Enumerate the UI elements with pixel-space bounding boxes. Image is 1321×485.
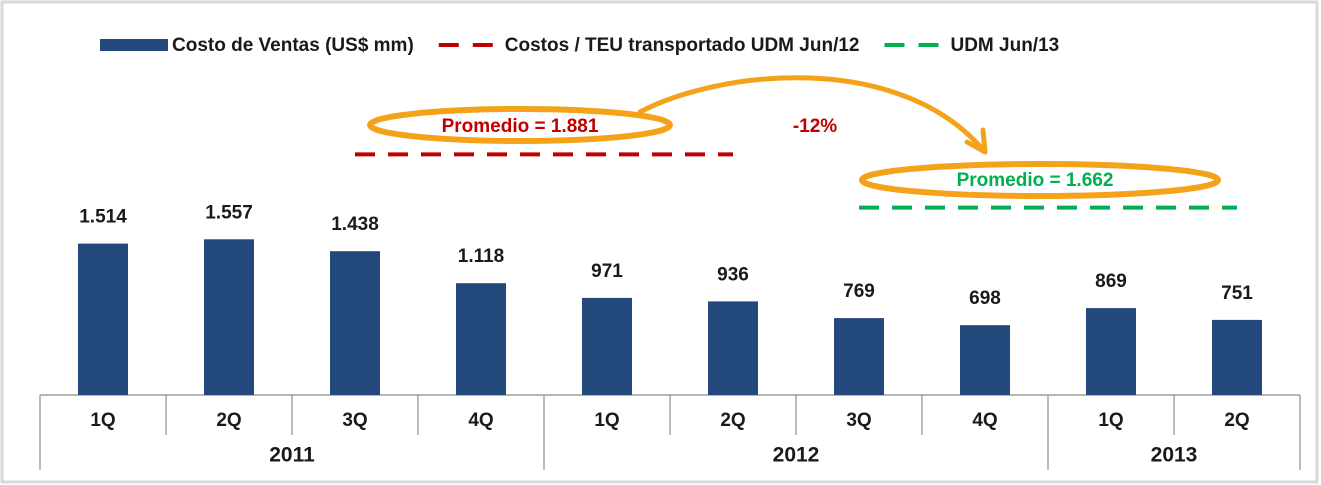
data-label: 698 xyxy=(969,288,1001,309)
bar xyxy=(1086,308,1136,395)
data-label: 869 xyxy=(1095,271,1127,292)
bar xyxy=(330,251,380,395)
swoosh xyxy=(859,161,1221,199)
highlight-swooshes xyxy=(367,75,1221,199)
x-tick-label: 2Q xyxy=(1224,410,1249,431)
x-tick-label: 2Q xyxy=(216,410,241,431)
bar xyxy=(1212,319,1262,395)
x-tick-label: 1Q xyxy=(1098,410,1123,431)
x-tick-label: 1Q xyxy=(594,410,619,431)
data-label: 936 xyxy=(717,264,749,285)
legend-label: Costos / TEU transportado UDM Jun/12 xyxy=(505,35,860,56)
bar xyxy=(708,301,758,395)
data-label: 769 xyxy=(843,281,875,302)
data-label: 971 xyxy=(591,261,623,282)
bar xyxy=(456,283,506,395)
annotation: Promedio = 1.881 xyxy=(442,116,599,137)
bar xyxy=(834,318,884,395)
data-label: 1.557 xyxy=(205,202,253,223)
x-tick-label: 3Q xyxy=(846,410,871,431)
bar xyxy=(204,239,254,395)
swoosh xyxy=(367,106,673,144)
arrow-head xyxy=(964,127,988,155)
group-label: 2012 xyxy=(773,444,820,467)
annotation: Promedio = 1.662 xyxy=(957,170,1114,191)
x-tick-label: 4Q xyxy=(468,410,493,431)
group-label: 2013 xyxy=(1151,444,1198,467)
bar xyxy=(582,297,632,395)
x-tick-label: 1Q xyxy=(90,410,115,431)
data-label: 1.514 xyxy=(79,207,127,228)
data-label: 1.118 xyxy=(458,246,505,267)
annotation: -12% xyxy=(793,116,837,137)
x-tick-label: 2Q xyxy=(720,410,745,431)
x-tick-label: 3Q xyxy=(342,410,367,431)
legend-label: UDM Jun/13 xyxy=(950,35,1059,56)
legend-swatch xyxy=(100,39,168,51)
x-tick-label: 4Q xyxy=(972,410,997,431)
bar xyxy=(78,243,128,395)
group-label: 2011 xyxy=(269,444,315,467)
bar xyxy=(960,325,1010,395)
data-label: 1.438 xyxy=(331,214,379,235)
data-label: 751 xyxy=(1221,283,1253,304)
legend-label: Costo de Ventas (US$ mm) xyxy=(172,35,414,56)
arrow xyxy=(637,75,988,155)
